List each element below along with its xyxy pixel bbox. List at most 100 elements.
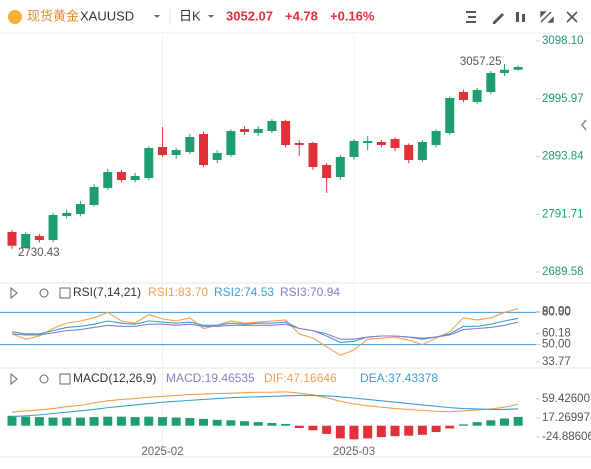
collapse-arrow[interactable]: [581, 119, 587, 131]
candle-body: [267, 121, 277, 132]
settings-icon[interactable]: [39, 374, 49, 384]
eye-icon[interactable]: [10, 372, 18, 386]
candle-body: [144, 147, 154, 179]
change-pct: +0.16%: [330, 8, 375, 23]
tool-close[interactable]: [566, 11, 578, 23]
candle-body: [130, 175, 140, 180]
candle-body: [363, 140, 373, 144]
tool-indicators[interactable]: [466, 11, 476, 23]
rsi-line: [11, 307, 519, 356]
candle-body: [445, 97, 455, 133]
menu-icon[interactable]: [59, 287, 71, 299]
macd-bar: [431, 425, 441, 433]
macd-bar: [185, 418, 195, 426]
candle-body: [21, 233, 31, 248]
y-tick-label: 2995.97: [542, 93, 584, 105]
macd-bar: [404, 425, 414, 436]
candle-body: [417, 141, 427, 160]
y-tick-label: 80.90: [542, 305, 571, 317]
candle-body: [226, 131, 236, 155]
macd-bar: [157, 417, 167, 426]
macd-controls: [10, 372, 71, 386]
tool-candle[interactable]: [516, 12, 525, 22]
macd-bar: [240, 421, 250, 426]
tool-fullscreen[interactable]: [540, 11, 554, 23]
legend-entry: RSI3:70.94: [280, 285, 340, 299]
last-price: 3052.07: [226, 8, 273, 23]
symbol[interactable]: XAUUSD: [80, 8, 134, 23]
period[interactable]: 日K: [179, 8, 201, 23]
candle-body: [185, 137, 195, 152]
settings-icon[interactable]: [39, 288, 49, 298]
candle-body: [390, 138, 400, 148]
tool-draw[interactable]: [493, 13, 504, 24]
dropdown-arrow[interactable]: [154, 15, 160, 18]
menu-icon[interactable]: [59, 373, 71, 385]
macd-bar: [89, 417, 99, 426]
macd-bar: [253, 422, 263, 426]
toolbar: [466, 11, 578, 24]
dropdown-arrow[interactable]: [208, 15, 214, 18]
macd-bar: [34, 417, 44, 426]
macd-bar: [281, 423, 291, 426]
candle-body: [89, 187, 99, 205]
macd-bar: [486, 420, 496, 426]
macd-bar: [62, 417, 72, 426]
change: +4.78: [285, 8, 318, 23]
rsi-line: [11, 321, 519, 340]
candle-body: [472, 90, 482, 103]
y-tick-label: 33.77: [542, 356, 571, 368]
y-tick-label: 2893.84: [542, 151, 584, 163]
candle-body: [62, 212, 72, 217]
coin-icon: [8, 10, 22, 24]
macd-bar: [144, 416, 154, 426]
candle-body: [157, 147, 167, 155]
macd-bar: [390, 425, 400, 437]
macd-bar: [322, 425, 332, 434]
macd-bar: [171, 417, 181, 426]
candle-body: [48, 214, 58, 240]
macd-bar: [130, 417, 140, 426]
x-tick-label: 2025-02: [141, 446, 183, 458]
macd-bar: [199, 418, 209, 426]
x-tick-label: 2025-03: [333, 446, 375, 458]
macd-bar: [48, 417, 58, 426]
candle-body: [34, 235, 44, 240]
macd-bar: [212, 419, 222, 426]
instrument-name[interactable]: 现货黄金: [27, 8, 79, 23]
legend-entry: MACD:19.46535: [166, 371, 255, 385]
candle-body: [349, 140, 359, 157]
eye-icon[interactable]: [10, 286, 18, 300]
macd-bar: [7, 415, 17, 426]
extreme-label: 3057.25: [460, 56, 502, 68]
macd-bar: [349, 425, 359, 440]
candle-body: [486, 73, 496, 93]
candle-body: [253, 128, 263, 133]
y-tick-label: 60.18: [542, 328, 571, 340]
y-tick-label: 3098.10: [542, 35, 584, 47]
candle-body: [513, 67, 523, 70]
legend-entry: RSI2:74.53: [214, 285, 274, 299]
y-tick-label: 2689.58: [542, 266, 584, 278]
macd-line: [11, 391, 519, 413]
macd-bar: [445, 425, 455, 429]
candle-body: [199, 134, 209, 166]
candle-body: [103, 172, 113, 188]
rsi-controls: [10, 286, 71, 300]
candle-body: [499, 69, 509, 74]
y-tick-label: -24.88606: [542, 431, 591, 443]
candle-body: [294, 143, 304, 145]
macd-bar: [21, 416, 31, 426]
rsi-title: RSI(7,14,21): [73, 285, 141, 299]
macd-bar: [513, 416, 523, 426]
macd-bar: [472, 422, 482, 426]
candle-body: [404, 144, 414, 160]
macd-bar: [75, 417, 85, 426]
macd-bar: [417, 425, 427, 435]
candle-body: [376, 141, 386, 145]
macd-bar: [116, 416, 126, 426]
candle-body: [335, 156, 345, 177]
macd-title: MACD(12,26,9): [73, 371, 156, 385]
candle-body: [281, 121, 291, 145]
